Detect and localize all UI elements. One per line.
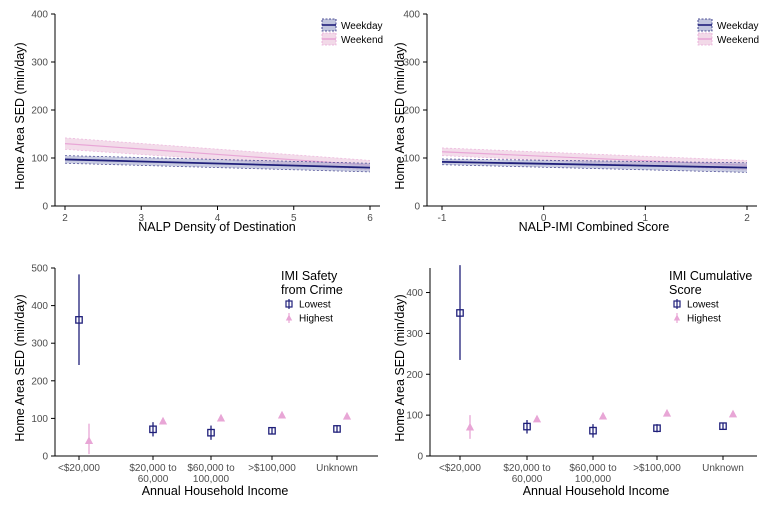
legend-label: Weekday (717, 21, 759, 32)
y-tick-label: 200 (403, 106, 420, 117)
y-tick-label: 0 (414, 202, 420, 213)
x-tick-label: 5 (291, 213, 297, 224)
point-lowest (653, 424, 661, 433)
point-lowest (149, 425, 157, 434)
legend-title: IMI Safety from Crime (281, 269, 343, 297)
x-tick-label: >$100,000 (248, 463, 296, 474)
y-tick-label: 400 (31, 10, 48, 21)
y-tick-label: 300 (403, 58, 420, 69)
x-tick-label: $20,000 to 60,000 (129, 463, 177, 485)
legend-key-lowest (673, 300, 681, 308)
ci-upper-weekday (441, 158, 748, 164)
y-tick-label: 400 (31, 301, 48, 312)
legend-label: Lowest (687, 300, 719, 311)
legend-label: Weekend (341, 35, 383, 46)
y-axis-title: Home Area SED (min/day) (13, 42, 27, 189)
ci-band-weekday (442, 158, 747, 173)
x-tick-label: Unknown (702, 463, 744, 474)
y-tick-label: 0 (42, 452, 48, 463)
point-highest (277, 410, 287, 419)
y-tick-label: 200 (31, 106, 48, 117)
y-tick-label: 300 (406, 329, 423, 340)
point-lowest (207, 428, 215, 437)
legend-key-lowest (285, 300, 293, 308)
point-highest (84, 436, 94, 445)
ci-upper-weekday (64, 155, 371, 164)
x-axis-title: Annual Household Income (142, 484, 289, 498)
ci-lower-weekday (64, 162, 371, 173)
x-tick-label: Unknown (316, 463, 358, 474)
series-line-weekend (64, 143, 371, 166)
y-tick-label: 300 (31, 339, 48, 350)
ci-lower-weekday (441, 164, 748, 173)
point-highest (662, 408, 672, 417)
legend-label: Weekend (717, 35, 759, 46)
y-tick-label: 100 (31, 414, 48, 425)
x-tick-label: >$100,000 (633, 463, 681, 474)
x-tick-label: <$20,000 (439, 463, 481, 474)
x-tick-label: 1 (643, 213, 649, 224)
series-line-weekday (64, 158, 371, 169)
y-axis-title: Home Area SED (min/day) (393, 42, 407, 189)
y-tick-label: 0 (42, 202, 48, 213)
y-tick-label: 400 (403, 10, 420, 21)
legend-label: Highest (687, 314, 721, 325)
y-tick-label: 100 (403, 154, 420, 165)
point-highest (216, 413, 226, 422)
x-tick-label: 0 (541, 213, 547, 224)
series-line-weekday (441, 160, 748, 169)
y-tick-label: 100 (406, 411, 423, 422)
x-tick-label: 3 (138, 213, 144, 224)
point-lowest (268, 426, 276, 435)
legend-label: Weekday (341, 21, 383, 32)
point-highest (728, 409, 738, 418)
x-tick-label: <$20,000 (58, 463, 100, 474)
point-highest (532, 414, 542, 423)
legend-key-highest (673, 314, 681, 321)
point-highest (598, 411, 608, 420)
x-axis-title: NALP-IMI Combined Score (519, 220, 670, 234)
x-axis-title: NALP Density of Destination (138, 220, 296, 234)
y-axis-title: Home Area SED (min/day) (13, 294, 27, 441)
y-axis-title: Home Area SED (min/day) (393, 294, 407, 441)
point-lowest (523, 422, 531, 431)
x-tick-label: $60,000 to 100,000 (187, 463, 235, 485)
y-tick-label: 200 (406, 370, 423, 381)
x-tick-label: 2 (62, 213, 68, 224)
x-axis-title: Annual Household Income (523, 484, 670, 498)
y-tick-label: 400 (406, 288, 423, 299)
x-tick-label: 2 (744, 213, 750, 224)
y-tick-label: 300 (31, 58, 48, 69)
point-lowest (456, 309, 464, 317)
point-lowest (333, 425, 341, 433)
point-lowest (589, 426, 597, 435)
legend-label: Lowest (299, 300, 331, 311)
ci-upper-weekend (64, 137, 371, 161)
y-tick-label: 500 (31, 264, 48, 275)
y-tick-label: 0 (417, 452, 423, 463)
legend-title: IMI Cumulative Score (669, 269, 752, 297)
legend-key-highest (285, 314, 293, 321)
y-tick-label: 100 (31, 154, 48, 165)
point-highest (465, 422, 475, 431)
x-tick-label: -1 (438, 213, 447, 224)
y-tick-label: 200 (31, 376, 48, 387)
x-tick-label: $60,000 to 100,000 (569, 463, 617, 485)
x-tick-label: $20,000 to 60,000 (503, 463, 551, 485)
point-highest (342, 411, 352, 420)
point-lowest (75, 316, 83, 324)
x-tick-label: 6 (367, 213, 373, 224)
point-lowest (719, 422, 727, 431)
ci-upper-weekend (441, 147, 748, 161)
legend-label: Highest (299, 314, 333, 325)
x-tick-label: 4 (215, 213, 221, 224)
point-highest (158, 416, 168, 425)
